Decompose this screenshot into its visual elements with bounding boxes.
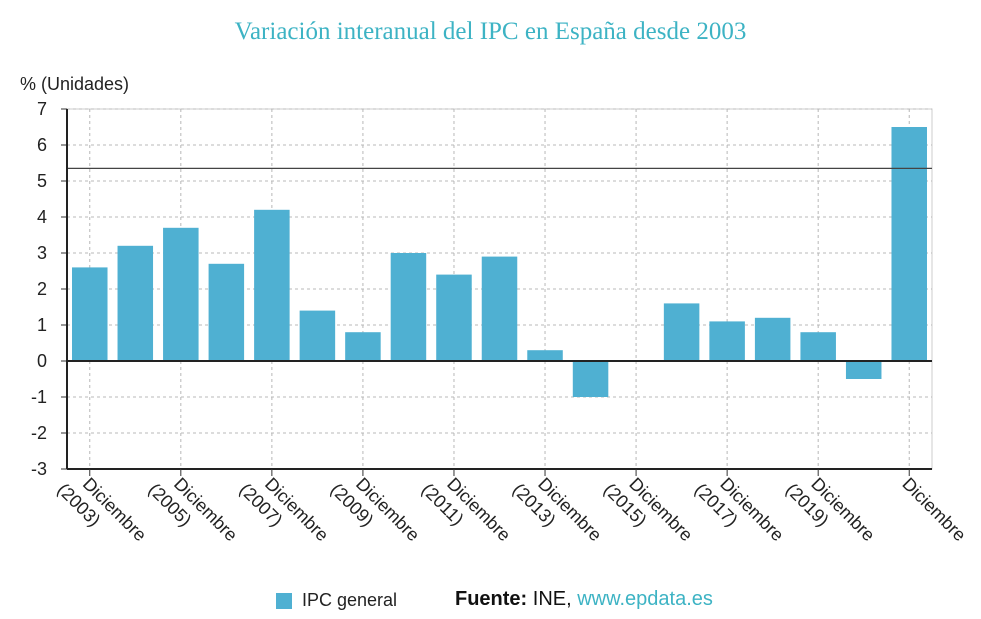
legend: IPC general <box>276 590 397 611</box>
source-text: INE, <box>527 588 578 610</box>
chart-title: Variación interanual del IPC en España d… <box>234 18 747 45</box>
y-tick-label: 1 <box>37 315 47 335</box>
y-tick-label: 5 <box>37 171 47 191</box>
bar-2016 <box>663 303 700 361</box>
x-tick-label: Diciembre(2011) <box>418 474 515 545</box>
x-tick-label-line1: Diciembre <box>898 474 969 545</box>
y-tick-label: 4 <box>37 207 47 227</box>
bar-2017 <box>709 321 745 361</box>
y-tick-label: -1 <box>31 387 47 407</box>
bar-2006 <box>208 263 245 361</box>
bar-2007 <box>254 209 290 361</box>
source-note: Fuente: INE, www.epdata.es <box>455 588 713 611</box>
bar-2010 <box>390 253 427 361</box>
bar-2021 <box>891 127 927 361</box>
x-tick-label: Diciembre(2009) <box>327 474 424 545</box>
y-tick-label: 0 <box>37 351 47 371</box>
source-link[interactable]: www.epdata.es <box>577 588 713 610</box>
legend-swatch <box>276 592 292 609</box>
y-tick-label: 3 <box>37 243 47 263</box>
bar-2012 <box>481 256 518 361</box>
bar-2020 <box>845 361 882 379</box>
bar-2005 <box>163 227 199 361</box>
y-tick-label: -2 <box>31 423 47 443</box>
bar-2019 <box>800 332 836 361</box>
legend-label: IPC general <box>302 590 398 610</box>
bar-2004 <box>117 245 154 361</box>
y-tick-label: 7 <box>37 99 47 119</box>
x-tick-label: Diciembre(2017) <box>691 474 788 545</box>
x-tick-label: Diciembre(2005) <box>145 474 242 545</box>
x-tick-label: Diciembre(2013) <box>509 474 606 545</box>
source-label: Fuente: <box>455 588 528 610</box>
bar-2009 <box>345 332 381 361</box>
bar-2011 <box>436 274 472 361</box>
bar-2008 <box>299 310 336 361</box>
y-tick-label: -3 <box>31 459 47 479</box>
bar-2013 <box>527 350 563 361</box>
bar-2003 <box>72 267 108 361</box>
x-tick-label: Diciembre(2003) <box>53 474 150 545</box>
x-tick-label: Diciembre(2007) <box>236 474 333 545</box>
bar-2014 <box>572 361 609 397</box>
y-tick-label: 6 <box>37 135 47 155</box>
bar-2018 <box>754 317 791 361</box>
y-axis-label: % (Unidades) <box>20 74 130 94</box>
x-tick-label: Diciembre(2019) <box>782 474 879 545</box>
x-tick-label: Diciembre(2015) <box>600 474 697 545</box>
y-tick-label: 2 <box>37 279 47 299</box>
x-tick-label: Diciembre <box>898 474 969 545</box>
